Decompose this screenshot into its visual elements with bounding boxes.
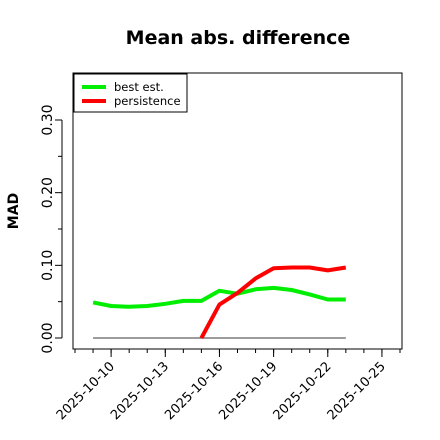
- legend: best est.persistence: [73, 73, 188, 113]
- legend-label-best-est: best est.: [114, 80, 164, 94]
- x-tick-label: 2025-10-25: [325, 359, 389, 423]
- series-line-persistence: [199, 265, 347, 339]
- y-tick-label: 0.20: [40, 177, 56, 208]
- y-tick-label: 0.10: [40, 250, 56, 281]
- y-axis: 0.00 0.10 0.20 0.30: [40, 104, 63, 354]
- chart-title: Mean abs. difference: [126, 27, 351, 49]
- legend-label-persistence: persistence: [114, 94, 181, 108]
- series-line-best-est: [92, 285, 346, 309]
- y-tick-label: 0.30: [40, 104, 56, 135]
- legend-box: [73, 73, 188, 113]
- y-tick-label: 0.00: [40, 322, 56, 353]
- series-layer: [92, 265, 347, 339]
- x-axis: 2025-10-102025-10-132025-10-162025-10-19…: [54, 349, 401, 423]
- y-axis-label: MAD: [6, 193, 22, 229]
